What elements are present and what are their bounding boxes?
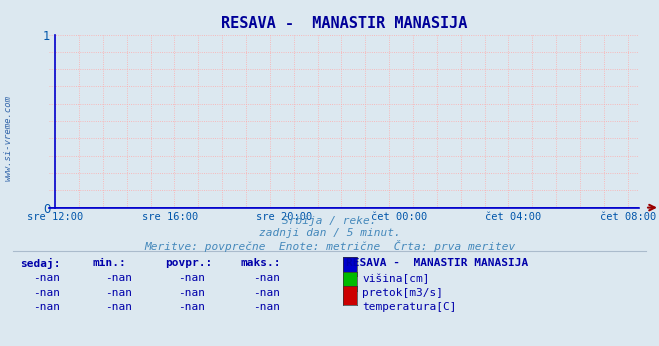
Text: Srbija / reke.: Srbija / reke. <box>282 216 377 226</box>
Text: pretok[m3/s]: pretok[m3/s] <box>362 288 444 298</box>
Text: -nan: -nan <box>254 273 280 283</box>
Text: zadnji dan / 5 minut.: zadnji dan / 5 minut. <box>258 228 401 238</box>
Text: -nan: -nan <box>254 288 280 298</box>
Text: -nan: -nan <box>33 288 59 298</box>
Text: sedaj:: sedaj: <box>20 258 60 269</box>
Text: -nan: -nan <box>105 273 132 283</box>
Text: -nan: -nan <box>178 288 204 298</box>
Text: -nan: -nan <box>178 302 204 312</box>
Text: višina[cm]: višina[cm] <box>362 273 430 284</box>
Text: RESAVA -  MANASTIR MANASIJA: RESAVA - MANASTIR MANASIJA <box>346 258 529 268</box>
Text: www.si-vreme.com: www.si-vreme.com <box>4 95 13 181</box>
Text: -nan: -nan <box>178 273 204 283</box>
Text: -nan: -nan <box>254 302 280 312</box>
Title: RESAVA -  MANASTIR MANASIJA: RESAVA - MANASTIR MANASIJA <box>221 16 467 31</box>
Text: povpr.:: povpr.: <box>165 258 212 268</box>
Text: min.:: min.: <box>92 258 126 268</box>
Text: -nan: -nan <box>33 273 59 283</box>
Text: -nan: -nan <box>105 302 132 312</box>
Text: Meritve: povprečne  Enote: metrične  Črta: prva meritev: Meritve: povprečne Enote: metrične Črta:… <box>144 240 515 253</box>
Text: -nan: -nan <box>33 302 59 312</box>
Text: temperatura[C]: temperatura[C] <box>362 302 457 312</box>
Text: maks.:: maks.: <box>241 258 281 268</box>
Text: -nan: -nan <box>105 288 132 298</box>
